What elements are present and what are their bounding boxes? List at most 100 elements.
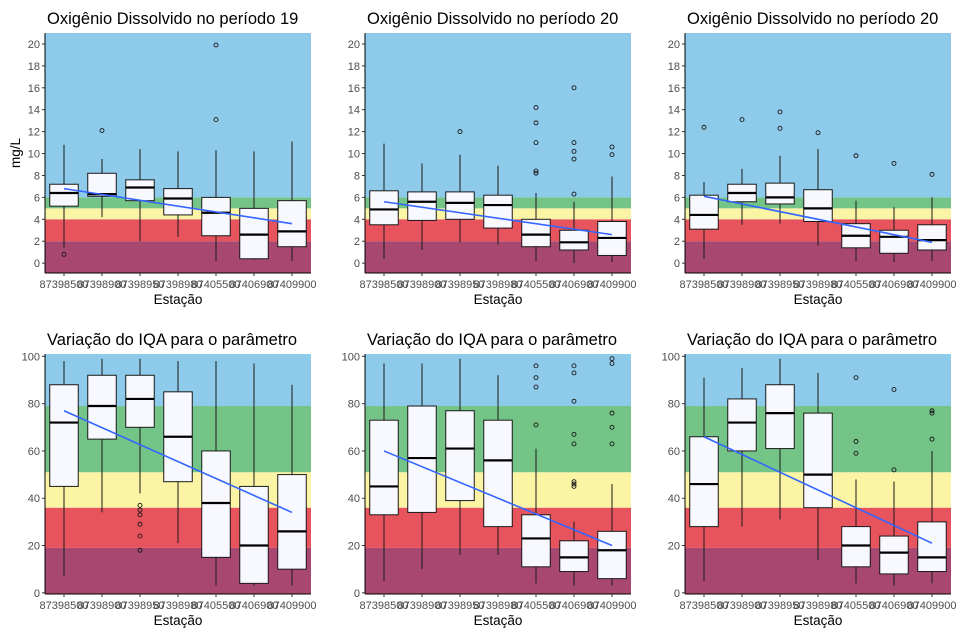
box-body (689, 436, 719, 528)
x-tick-label: 87409900 (908, 600, 957, 612)
box-87398980 (163, 151, 193, 237)
chart-panel-5: 0 20 40 60 80 100 8739850087398900873989508739… (342, 331, 637, 628)
y-tick-label: 40 (28, 493, 40, 505)
x-tick-label: 87406900 (550, 600, 599, 612)
box-body (87, 374, 117, 440)
y-tick-label: 8 (674, 170, 680, 182)
outlier-point (739, 117, 745, 123)
y-tick-label: 16 (28, 83, 40, 95)
y-tick-label: 8 (34, 170, 40, 182)
box-87406900 (559, 363, 589, 586)
outlier-point (533, 140, 539, 146)
outlier-point (533, 170, 539, 176)
outlier-point (61, 251, 67, 257)
outlier-point (533, 105, 539, 110)
y-tick-label: 0 (674, 588, 680, 600)
box-body (201, 450, 231, 558)
y-tick-label: 6 (34, 192, 40, 204)
x-tick-label: 87406900 (870, 279, 919, 291)
outlier-point (533, 384, 539, 390)
x-tick-label: 87398980 (154, 279, 203, 291)
y-tick-label: 4 (34, 214, 40, 226)
y-tick-label: 2 (674, 236, 680, 248)
y-tick-label: 12 (348, 127, 360, 139)
outlier-point (609, 441, 615, 447)
box-body (163, 188, 193, 216)
box-body (369, 190, 399, 226)
outlier-point (609, 424, 615, 430)
chart-title: Variação do IQA para o parâmetro (47, 331, 297, 349)
box-body (125, 374, 155, 428)
trend-line (383, 450, 613, 547)
box-body (689, 194, 719, 230)
box-87398980 (483, 165, 513, 245)
outlier-point (929, 408, 935, 414)
box-body (917, 224, 947, 251)
y-tick-label: 6 (354, 192, 360, 204)
x-tick-label: 87406900 (870, 600, 919, 612)
box-body (87, 172, 117, 197)
y-tick-label: 0 (354, 258, 360, 270)
x-tick-label: 87398950 (436, 600, 485, 612)
chart-panel-3: 0 2 4 6 8 10 12 14 16 18 20 87398500873989008739895… (668, 10, 957, 307)
x-tick-label: 87398500 (40, 279, 89, 291)
trend-line (703, 436, 933, 544)
outlier-point (137, 512, 143, 518)
box-87398500 (49, 361, 79, 577)
y-tick-label: 60 (28, 446, 40, 458)
box-body (445, 191, 475, 220)
box-body (597, 530, 627, 580)
chart-panel-6: 0 20 40 60 80 100 8739850087398900873989508739… (662, 331, 957, 628)
y-axis-label: mg/L (8, 138, 23, 169)
box-87406900 (879, 387, 909, 586)
outlier-point (853, 439, 859, 444)
y-tick-label: 0 (34, 258, 40, 270)
trend-line (703, 195, 933, 244)
chart-title: Variação do IQA para o parâmetro (687, 331, 937, 349)
outlier-point (891, 467, 897, 473)
box-87409900 (597, 356, 627, 586)
x-axis-label: Estação (474, 292, 523, 307)
x-axis-label: Estação (154, 292, 203, 307)
outlier-point (213, 117, 219, 123)
box-87398500 (689, 124, 719, 259)
y-tick-label: 12 (28, 127, 40, 139)
outlier-point (571, 191, 577, 197)
x-tick-label: 87406900 (230, 279, 279, 291)
y-tick-label: 16 (668, 83, 680, 95)
box-body (407, 405, 437, 513)
box-body (803, 412, 833, 509)
outlier-point (777, 109, 783, 115)
y-tick-label: 80 (668, 399, 680, 411)
box-87405500 (201, 42, 231, 261)
y-tick-label: 10 (28, 149, 40, 161)
outlier-point (815, 130, 821, 136)
box-body (521, 514, 551, 568)
x-tick-label: 87398900 (398, 279, 447, 291)
chart-title: Variação do IQA para o parâmetro (367, 331, 617, 349)
y-tick-label: 100 (22, 351, 40, 363)
y-tick-label: 0 (354, 588, 360, 600)
box-body (765, 384, 795, 450)
x-tick-label: 87405500 (832, 600, 881, 612)
y-tick-label: 0 (34, 588, 40, 600)
x-tick-label: 87398900 (718, 600, 767, 612)
outlier-point (609, 144, 615, 150)
chart-panel-1: 0 2 4 6 8 10 12 14 16 18 20 87398500873989008739895… (8, 10, 316, 307)
outlier-point (929, 410, 935, 416)
box-body (559, 540, 589, 573)
y-tick-label: 14 (28, 105, 40, 117)
outlier-point (571, 363, 577, 369)
outlier-point (609, 361, 615, 366)
x-tick-label: 87398980 (154, 600, 203, 612)
box-body (49, 183, 79, 207)
y-tick-label: 40 (348, 493, 360, 505)
y-tick-label: 100 (342, 351, 360, 363)
y-tick-label: 20 (668, 39, 680, 51)
outlier-point (929, 171, 935, 177)
x-tick-label: 87405500 (512, 279, 561, 291)
y-tick-label: 12 (668, 127, 680, 139)
box-body (49, 384, 79, 487)
box-body (879, 229, 909, 254)
y-tick-label: 6 (674, 192, 680, 204)
